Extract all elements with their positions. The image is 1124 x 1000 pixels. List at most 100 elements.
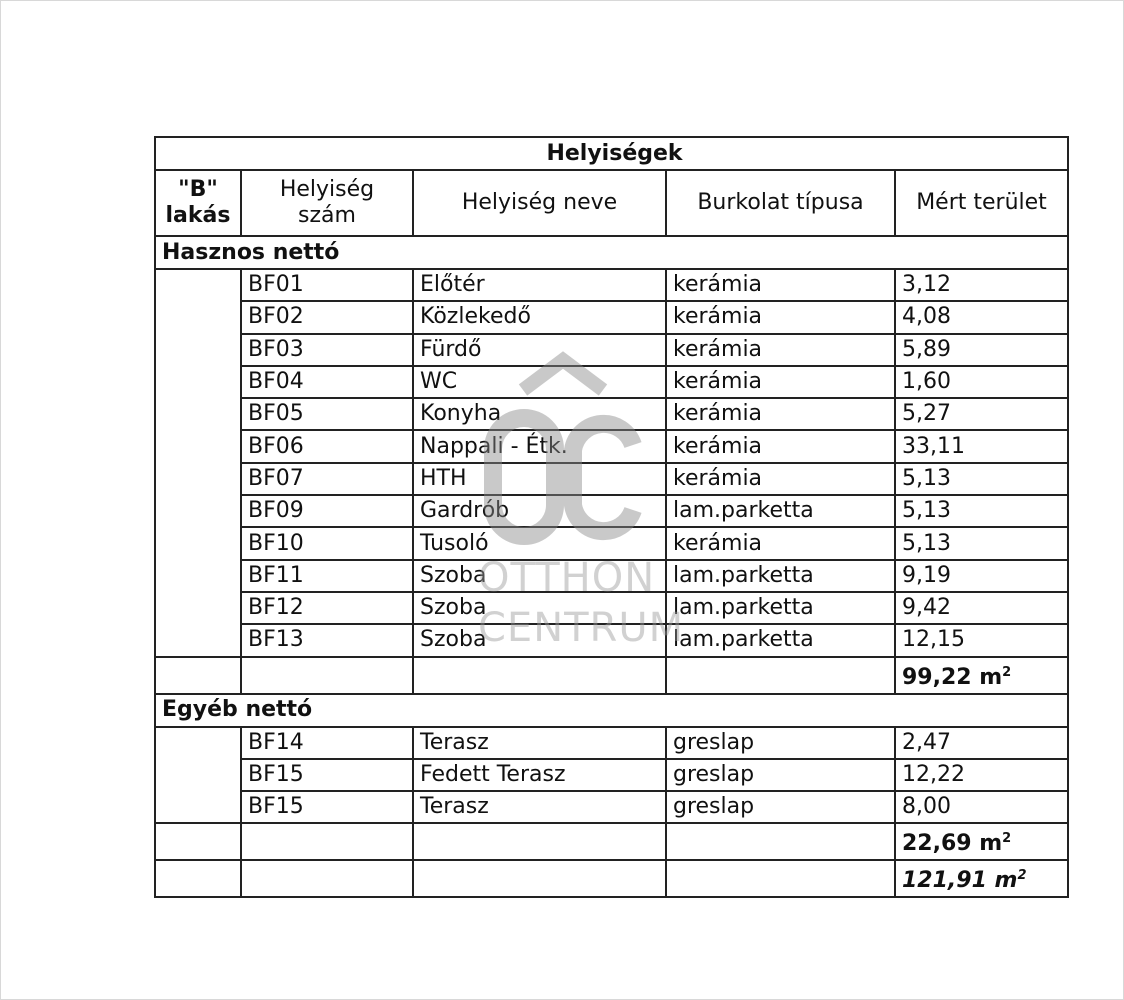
total-text: 22,69 m xyxy=(902,831,1003,857)
flooring-type: kerámia xyxy=(665,397,896,432)
measured-area: 9,42 xyxy=(893,590,1070,626)
empty-cell xyxy=(665,859,896,899)
room-number: BF14 xyxy=(240,725,414,760)
table-row: BF11 Szoba lam.parketta 9,19 xyxy=(155,558,1070,593)
table-row: BF10 Tusoló kerámia 5,13 xyxy=(155,526,1070,561)
measured-area: 5,13 xyxy=(893,526,1070,561)
rooms-table: Helyiségek "B" lakás Helyiség szám Helyisé… xyxy=(153,136,1070,899)
room-number: BF06 xyxy=(240,429,414,464)
empty-cell xyxy=(240,822,414,862)
flooring-type: kerámia xyxy=(665,526,896,561)
measured-area: 2,47 xyxy=(893,725,1070,760)
total-text: 99,22 m xyxy=(902,664,1003,690)
empty-cell xyxy=(665,822,896,862)
room-name: Közlekedő xyxy=(412,300,667,335)
room-name: Szoba xyxy=(412,590,667,626)
measured-area: 4,08 xyxy=(893,300,1070,335)
room-name: Szoba xyxy=(412,623,667,658)
measured-area: 9,19 xyxy=(893,558,1070,593)
room-name: Előtér xyxy=(412,267,667,303)
room-name: Konyha xyxy=(412,397,667,432)
table-row: BF06 Nappali - Étk. kerámia 33,11 xyxy=(155,429,1070,464)
empty-cell xyxy=(665,655,896,695)
room-name: Terasz xyxy=(412,790,667,825)
total-text: 121,91 m xyxy=(902,868,1018,894)
room-name: Terasz xyxy=(412,725,667,760)
room-number: BF05 xyxy=(240,397,414,432)
section-row: Hasznos nettó xyxy=(153,235,1070,270)
table-row: BF05 Konyha kerámia 5,27 xyxy=(155,397,1070,432)
empty-cell xyxy=(412,655,667,695)
table-row: BF14 Terasz greslap 2,47 xyxy=(154,725,1070,825)
empty-cell xyxy=(154,859,242,899)
apartment-merged-cell xyxy=(154,725,242,825)
section-total-row-value: 99,22 m2 xyxy=(893,655,1070,695)
table-row: BF04 WC kerámia 1,60 xyxy=(155,364,1070,400)
room-name: WC xyxy=(412,364,667,400)
measured-area: 12,15 xyxy=(893,623,1070,658)
room-number: BF15 xyxy=(240,757,414,793)
flooring-type: lam.parketta xyxy=(665,590,896,626)
header-measured-area: Mért terület xyxy=(893,169,1070,237)
measured-area: 5,89 xyxy=(893,332,1070,367)
measured-area: 12,22 xyxy=(893,757,1070,793)
empty-cell xyxy=(240,655,414,695)
table-row: BF07 HTH kerámia 5,13 xyxy=(155,461,1070,497)
room-number: BF10 xyxy=(240,526,414,561)
table-row: BF03 Fürdő kerámia 5,89 xyxy=(155,332,1070,367)
table-row: BF02 Közlekedő kerámia 4,08 xyxy=(155,300,1070,335)
unit-exponent: 2 xyxy=(1002,831,1012,847)
unit-exponent: 2 xyxy=(1002,664,1012,680)
header-room-name: Helyiség neve xyxy=(412,169,667,237)
table-title-row: Helyiségek xyxy=(153,136,1070,171)
room-number: BF04 xyxy=(240,364,414,400)
room-number: BF13 xyxy=(240,623,414,658)
empty-cell xyxy=(412,859,667,899)
flooring-type: lam.parketta xyxy=(665,623,896,658)
flooring-type: kerámia xyxy=(665,267,896,303)
room-number: BF12 xyxy=(240,590,414,626)
grand-total-row: 121,91 m2 xyxy=(154,859,1070,899)
room-number: BF03 xyxy=(240,332,414,367)
empty-cell xyxy=(154,655,242,695)
section-total-row: 99,22 m2 xyxy=(154,655,1070,695)
empty-cell xyxy=(154,822,242,862)
measured-area: 5,13 xyxy=(893,494,1070,529)
measured-area: 33,11 xyxy=(893,429,1070,464)
empty-cell xyxy=(412,822,667,862)
room-number: BF02 xyxy=(240,300,414,335)
table-row: BF15 Terasz greslap 8,00 xyxy=(155,790,1070,825)
flooring-type: lam.parketta xyxy=(665,494,896,529)
header-flooring-type: Burkolat típusa xyxy=(665,169,896,237)
room-number: BF15 xyxy=(240,790,414,825)
table-title: Helyiségek xyxy=(153,136,1070,171)
room-name: HTH xyxy=(412,461,667,497)
room-name: Fürdő xyxy=(412,332,667,367)
table-row: BF13 Szoba lam.parketta 12,15 xyxy=(155,623,1070,658)
room-name: Szoba xyxy=(412,558,667,593)
measured-area: 5,27 xyxy=(893,397,1070,432)
room-name: Nappali - Étk. xyxy=(412,429,667,464)
measured-area: 3,12 xyxy=(893,267,1070,303)
measured-area: 5,13 xyxy=(893,461,1070,497)
flooring-type: kerámia xyxy=(665,461,896,497)
section-total-row-value: 22,69 m2 xyxy=(893,822,1070,862)
flooring-type: lam.parketta xyxy=(665,558,896,593)
flooring-type: greslap xyxy=(665,790,896,825)
flooring-type: kerámia xyxy=(665,429,896,464)
section-label: Egyéb nettó xyxy=(153,692,1070,728)
room-name: Gardrób xyxy=(412,494,667,529)
table-row: BF09 Gardrób lam.parketta 5,13 xyxy=(155,494,1070,529)
section-total-row: 22,69 m2 xyxy=(154,822,1070,862)
apartment-merged-cell xyxy=(154,268,242,658)
grand-total-row-value: 121,91 m2 xyxy=(893,859,1070,899)
header-room-number: Helyiség szám xyxy=(240,169,414,237)
section-row: Egyéb nettó xyxy=(153,692,1070,728)
flooring-type: greslap xyxy=(665,725,896,760)
flooring-type: kerámia xyxy=(665,332,896,367)
table-row: BF01 Előtér kerámia 3,12 xyxy=(154,267,1070,658)
measured-area: 1,60 xyxy=(893,364,1070,400)
room-name: Tusoló xyxy=(412,526,667,561)
flooring-type: kerámia xyxy=(665,300,896,335)
unit-exponent: 2 xyxy=(1017,868,1027,884)
